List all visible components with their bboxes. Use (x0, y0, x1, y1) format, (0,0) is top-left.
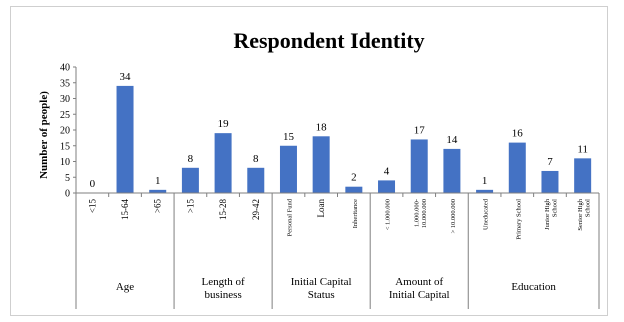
y-axis: 0 5 10 15 20 25 30 35 40 (60, 63, 77, 200)
data-label: 2 (351, 172, 357, 184)
y-tick-label: 30 (60, 94, 70, 105)
group-label-line: Initial Capital (389, 289, 450, 301)
category-label-line: <15 (87, 199, 97, 214)
category-label: Primary School (515, 199, 522, 240)
group-label: Initial Capital Status (291, 276, 352, 301)
category-label: Junior HighSchool (544, 198, 559, 230)
group-label: Age (116, 281, 134, 293)
bars (116, 85, 592, 193)
chart-title: Respondent Identity (233, 28, 424, 53)
category-label-line: < 1.000.000 (385, 199, 392, 230)
category-label: < 1.000.000 (385, 199, 392, 230)
category-label-line: Loan (316, 199, 326, 218)
category-label: Personal Fund (286, 198, 293, 236)
y-tick-label: 0 (65, 189, 70, 200)
bar (345, 186, 363, 193)
chart-frame: Respondent Identity Number of people) 0 5… (10, 6, 608, 316)
bar (312, 136, 330, 193)
y-tick-label: 35 (60, 78, 70, 89)
y-tick-label: 5 (65, 173, 70, 184)
category-label-line: Personal Fund (286, 198, 293, 236)
category-label: Senior HighSchool (577, 198, 592, 230)
group-label-line: Education (511, 281, 556, 293)
data-label: 14 (446, 134, 458, 146)
category-label-line: 10.000.000 (421, 199, 428, 228)
category-label-line: School (584, 199, 591, 217)
data-label: 8 (188, 153, 194, 165)
category-label-line: 29-42 (251, 199, 261, 220)
group-label: Education (511, 281, 556, 293)
respondent-identity-chart: Respondent Identity Number of people) 0 5… (38, 28, 600, 309)
category-label-line: Inheritance (352, 199, 359, 228)
y-tick-label: 15 (60, 141, 70, 152)
category-label-line: Primary School (515, 199, 522, 240)
category-label: 15-28 (218, 199, 228, 220)
data-label: 0 (90, 178, 96, 190)
bar (508, 142, 526, 193)
group-label-line: Amount of (395, 276, 443, 288)
bar (247, 167, 265, 193)
category-label: Inheritance (352, 199, 359, 228)
data-label: 18 (316, 121, 328, 133)
y-tick-label: 20 (60, 126, 70, 137)
category-label: 15-64 (120, 199, 130, 220)
bar (149, 189, 167, 193)
group-label: Length of business (202, 276, 245, 301)
bar (181, 167, 199, 193)
category-label: >15 (185, 199, 195, 214)
category-label: <15 (87, 199, 97, 214)
category-label-line: 1.000.000- (413, 199, 420, 227)
bar (476, 189, 494, 193)
bar (541, 170, 559, 193)
group-label: Amount of Initial Capital (389, 276, 450, 301)
data-label: 8 (253, 153, 259, 165)
y-tick-label: 40 (60, 63, 70, 74)
category-label: Uneducated (483, 198, 490, 230)
category-label-line: 15-64 (120, 199, 130, 220)
data-label: 4 (384, 165, 390, 177)
category-label-line: School (552, 199, 559, 217)
group-label-line: Initial Capital (291, 276, 352, 288)
category-label-line: 15-28 (218, 199, 228, 220)
data-label: 7 (547, 156, 553, 168)
category-label-line: >65 (153, 199, 163, 214)
group-label-line: Age (116, 281, 134, 293)
bar (574, 158, 592, 193)
group-label-line: business (204, 289, 241, 301)
group-label-line: Status (308, 289, 335, 301)
data-label: 1 (155, 175, 161, 187)
x-axis: <15 15-64 >65 Age >15 15-28 29-42 Length of busi… (75, 192, 600, 309)
bar (116, 85, 134, 193)
y-axis-label: Number of people) (38, 91, 50, 179)
category-label-line: Junior High (544, 198, 551, 230)
y-tick-label: 10 (60, 157, 70, 168)
data-label: 16 (512, 128, 524, 140)
data-label: 15 (283, 131, 295, 143)
bar (410, 139, 428, 193)
bar (214, 133, 232, 193)
category-label: 29-42 (251, 199, 261, 220)
category-label-line: Uneducated (483, 198, 490, 230)
y-tick-label: 25 (60, 110, 70, 121)
category-label: > 10.000.000 (450, 199, 457, 234)
bar (443, 148, 461, 193)
group-label-line: Length of (202, 276, 245, 288)
category-label-line: > 10.000.000 (450, 199, 457, 234)
data-label: 1 (482, 175, 488, 187)
category-label: >65 (153, 199, 163, 214)
category-label: 1.000.000-10.000.000 (413, 199, 428, 228)
category-label: Loan (316, 199, 326, 218)
category-label-line: Senior High (577, 198, 584, 230)
bar (378, 180, 396, 193)
bar (279, 145, 297, 193)
data-label: 19 (218, 118, 230, 130)
data-label: 11 (577, 143, 588, 155)
category-label-line: >15 (185, 199, 195, 214)
data-label: 17 (414, 124, 426, 136)
data-label: 34 (120, 71, 132, 83)
